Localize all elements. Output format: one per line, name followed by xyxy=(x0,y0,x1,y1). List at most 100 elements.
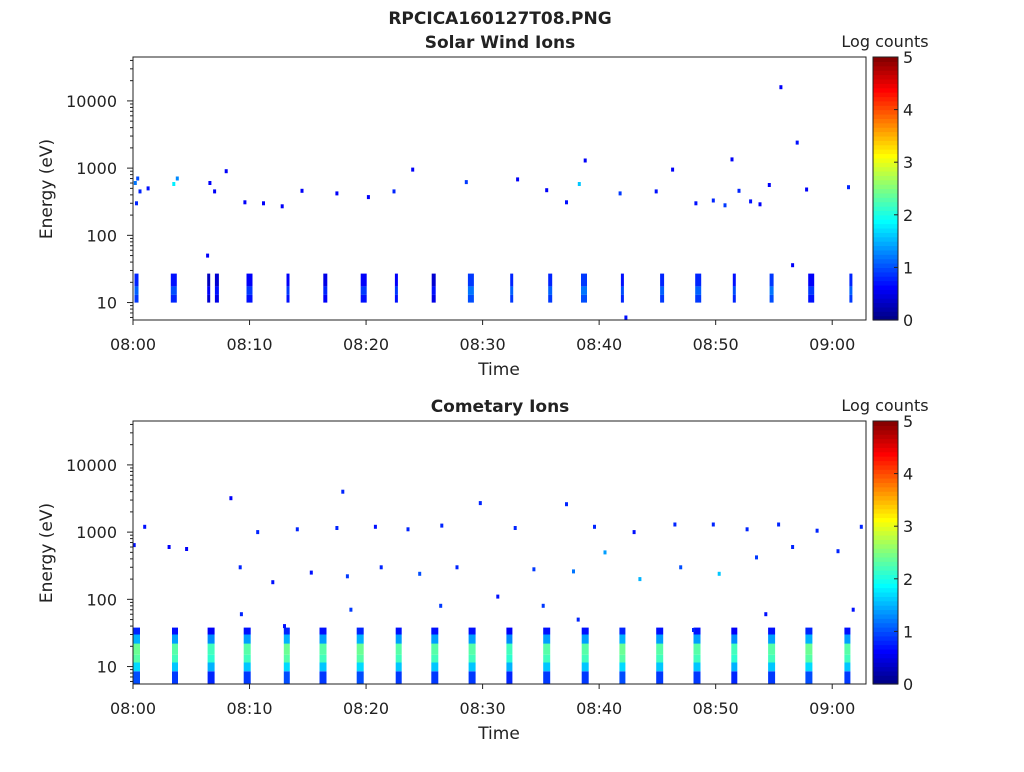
colorbar-segment xyxy=(873,92,898,98)
count-pixel xyxy=(737,188,741,193)
count-pixel xyxy=(206,253,210,258)
burst-event xyxy=(286,273,290,303)
count-pixel xyxy=(847,185,850,190)
burst-bin xyxy=(431,273,436,287)
colorbar-segment xyxy=(873,662,898,668)
count-pixel xyxy=(143,524,147,529)
burst-bin xyxy=(467,273,474,287)
count-pixel xyxy=(271,580,275,585)
x-tick-label: 08:20 xyxy=(343,335,389,354)
panel-1-y-ticks: 10 100 1000 10000 xyxy=(66,59,133,318)
burst-event xyxy=(360,273,367,303)
burst-bin xyxy=(395,643,402,655)
burst-bin xyxy=(468,654,476,663)
panel-2-colorbar: 0 1 2 3 4 5 xyxy=(872,412,913,694)
colorbar-segment xyxy=(873,513,898,519)
burst-bin xyxy=(768,671,776,684)
colorbar-segment xyxy=(873,306,898,312)
count-pixel xyxy=(749,199,753,204)
burst-bin xyxy=(660,286,665,295)
burst-event xyxy=(732,273,736,303)
colorbar-segment xyxy=(873,657,898,663)
burst-bin xyxy=(214,273,219,287)
count-pixel xyxy=(638,577,642,582)
colorbar-segment xyxy=(873,486,898,492)
burst-bin xyxy=(731,634,738,644)
panel-1-title: Solar Wind Ions xyxy=(425,33,576,53)
count-pixel xyxy=(717,571,721,576)
burst-bin xyxy=(620,294,624,303)
panel-1-colorbar: 0 1 2 3 4 5 xyxy=(872,48,913,330)
y-tick-label: 10 xyxy=(97,294,117,313)
burst-bin xyxy=(543,643,551,655)
colorbar-segment xyxy=(873,587,898,593)
colorbar-segment xyxy=(873,135,898,141)
burst-bin xyxy=(133,654,140,663)
count-pixel xyxy=(577,182,581,186)
panel-2-title: Cometary Ions xyxy=(431,397,570,417)
burst-bin xyxy=(207,654,215,663)
burst-bin xyxy=(693,643,701,655)
count-pixel xyxy=(632,530,636,535)
burst-bin xyxy=(172,643,178,655)
count-pixel xyxy=(133,181,137,185)
count-pixel xyxy=(618,191,622,196)
burst-bin xyxy=(243,662,251,672)
colorbar-segment xyxy=(873,162,898,168)
colorbar-segment xyxy=(873,640,898,646)
panel-1-x-ticks: 08:00 08:10 08:20 08:30 08:40 08:50 09:00 xyxy=(110,320,855,354)
count-pixel xyxy=(455,565,459,570)
burst-bin xyxy=(133,627,140,635)
burst-bin xyxy=(844,654,851,663)
plot-background xyxy=(133,421,866,684)
count-pixel xyxy=(224,169,228,174)
colorbar-segment xyxy=(873,596,898,602)
burst-bin xyxy=(283,627,290,635)
burst-bin xyxy=(394,273,398,287)
colorbar-segment xyxy=(873,267,898,273)
burst-bin xyxy=(323,294,328,303)
burst-bin xyxy=(695,294,702,303)
burst-bin xyxy=(805,627,813,635)
colorbar-segment xyxy=(873,622,898,628)
burst-bin xyxy=(656,643,664,655)
burst-bin xyxy=(468,643,476,655)
burst-bin xyxy=(283,643,290,655)
burst-bin xyxy=(319,634,327,644)
count-pixel xyxy=(335,526,339,530)
colorbar-tick-label: 2 xyxy=(903,206,913,225)
burst-bin xyxy=(768,654,776,663)
burst-bin xyxy=(468,627,476,635)
count-pixel xyxy=(440,523,444,528)
colorbar-segment xyxy=(873,140,898,146)
count-pixel xyxy=(791,545,795,549)
burst-bin xyxy=(506,643,513,655)
burst-event xyxy=(133,627,140,684)
burst-bin xyxy=(693,662,701,672)
count-pixel xyxy=(583,158,587,163)
panel-1-ylabel: Energy (eV) xyxy=(37,139,57,239)
colorbar-segment xyxy=(873,644,898,650)
count-pixel xyxy=(146,186,150,191)
colorbar-segment xyxy=(873,78,898,84)
burst-bin xyxy=(808,294,815,303)
burst-bin xyxy=(656,627,664,635)
colorbar-segment xyxy=(873,434,898,440)
burst-bin xyxy=(214,294,219,303)
burst-event xyxy=(620,273,624,303)
burst-event xyxy=(214,273,219,303)
burst-bin xyxy=(656,654,664,663)
colorbar-segment xyxy=(873,495,898,501)
colorbar-segment xyxy=(873,236,898,242)
colorbar-segment xyxy=(873,113,898,119)
colorbar-segment xyxy=(873,508,898,514)
colorbar-segment xyxy=(873,245,898,251)
burst-bin xyxy=(356,654,364,663)
burst-bin xyxy=(732,286,736,295)
colorbar-segment xyxy=(873,249,898,255)
burst-bin xyxy=(620,286,624,295)
colorbar-segment xyxy=(873,570,898,576)
burst-bin xyxy=(693,654,701,663)
